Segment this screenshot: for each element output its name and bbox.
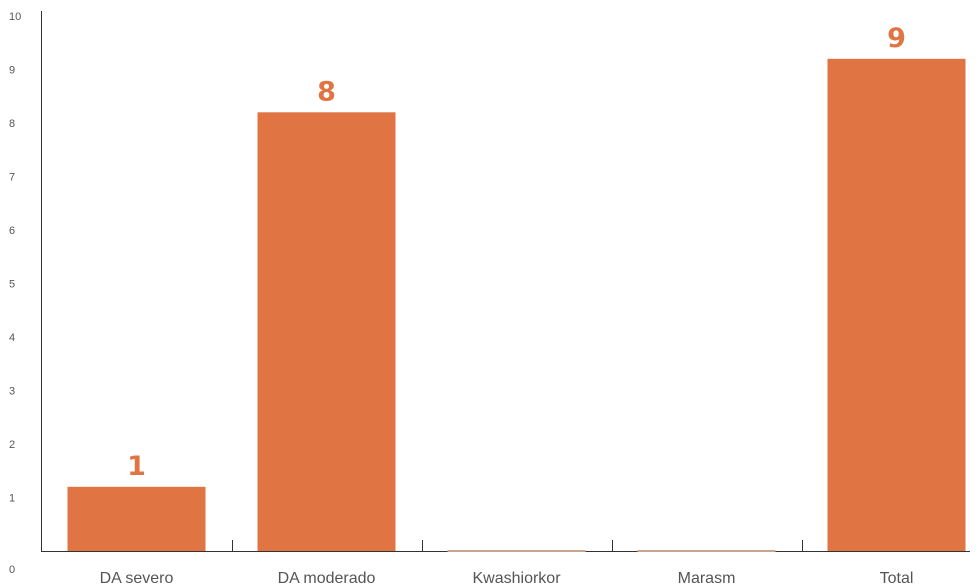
bar bbox=[637, 550, 776, 552]
x-tick-label: DA severo bbox=[100, 570, 174, 587]
bar bbox=[67, 486, 206, 551]
y-tick-label: 4 bbox=[9, 332, 15, 344]
data-label: 8 bbox=[317, 76, 336, 107]
y-tick-label: 0 bbox=[9, 564, 15, 576]
y-axis: 0 1 2 3 4 5 6 7 8 9 10 bbox=[9, 11, 42, 576]
value-labels: 1 8 9 bbox=[127, 23, 906, 482]
x-tick-label: Kwashiorkor bbox=[472, 570, 561, 587]
y-tick-label: 5 bbox=[9, 279, 15, 291]
x-tick-label: Total bbox=[880, 570, 914, 587]
x-tick-label: DA moderado bbox=[278, 570, 376, 587]
bar bbox=[827, 58, 966, 552]
bar bbox=[447, 550, 586, 552]
y-tick-label: 3 bbox=[9, 386, 15, 398]
y-tick-label: 8 bbox=[9, 118, 15, 130]
y-tick-label: 7 bbox=[9, 172, 15, 184]
x-tick-label: Marasm bbox=[678, 570, 736, 587]
y-tick-label: 2 bbox=[9, 439, 15, 451]
y-tick-label: 6 bbox=[9, 225, 15, 237]
bar bbox=[257, 112, 396, 552]
bars bbox=[67, 58, 966, 552]
data-label: 1 bbox=[127, 451, 146, 482]
data-label: 9 bbox=[887, 23, 906, 54]
y-tick-label: 9 bbox=[9, 65, 15, 77]
y-tick-label: 10 bbox=[9, 11, 21, 23]
category-labels: DA severo DA moderado Kwashiorkor Marasm Tot… bbox=[100, 570, 914, 587]
y-tick-label: 1 bbox=[9, 493, 15, 505]
